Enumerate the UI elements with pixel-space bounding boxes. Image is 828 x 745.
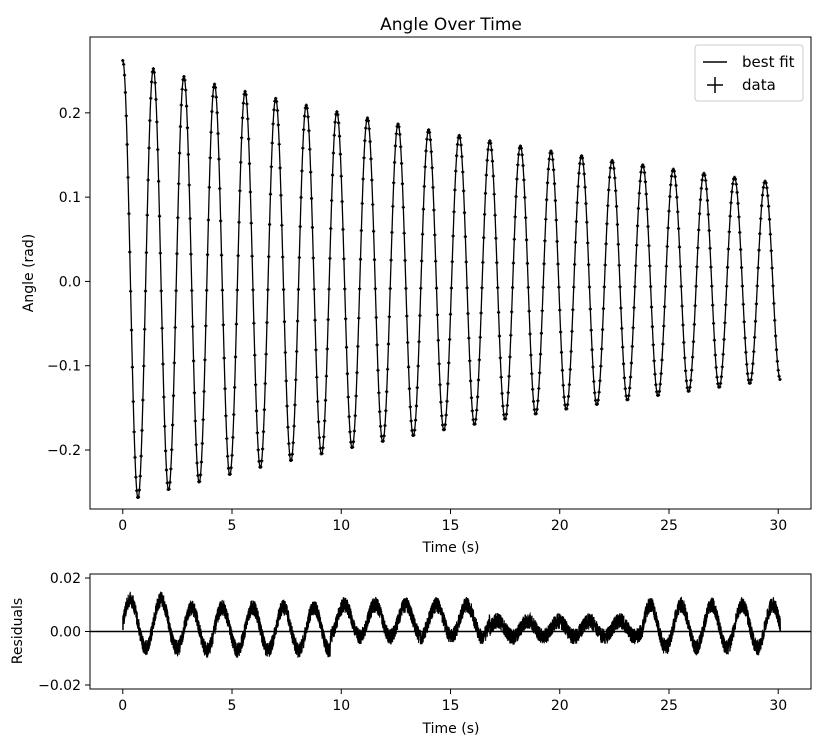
legend-best-fit-label: best fit (742, 53, 795, 71)
residual-data (122, 591, 781, 658)
main-y-tick-label-3: 0.1 (59, 190, 81, 206)
main-x-tick-label-4: 20 (551, 518, 569, 534)
residual-x-tick-label-3: 15 (442, 698, 460, 714)
residual-x-axis-label: Time (s) (422, 721, 480, 737)
main-y-tick-label-1: −0.1 (47, 359, 81, 375)
main-x-tick-label-1: 5 (228, 518, 237, 534)
main-y-tick-label-2: 0.0 (59, 274, 81, 290)
residual-y-axis-label: Residuals (10, 598, 26, 664)
main-x-tick-label-5: 25 (660, 518, 678, 534)
main-y-axis-label: Angle (rad) (21, 234, 37, 312)
main-x-tick-label-6: 30 (769, 518, 787, 534)
residual-x-ticks: 0 5 10 15 20 25 30 (118, 689, 787, 714)
residual-x-tick-label-4: 20 (551, 698, 569, 714)
main-y-tick-label-0: −0.2 (47, 443, 81, 459)
main-plot-frame (89, 36, 812, 510)
main-title: Angle Over Time (380, 15, 522, 35)
main-x-tick-label-2: 10 (332, 518, 350, 534)
residual-x-tick-label-6: 30 (769, 698, 787, 714)
main-x-ticks: 0 5 10 15 20 25 30 (118, 509, 787, 534)
main-y-tick-label-4: 0.2 (59, 106, 81, 122)
residual-x-tick-label-1: 5 (228, 698, 237, 714)
residual-x-tick-label-0: 0 (118, 698, 127, 714)
residual-y-tick-label-0: −0.02 (38, 678, 81, 694)
residual-y-ticks: −0.02 0.00 0.02 (38, 571, 90, 694)
residual-x-tick-label-2: 10 (332, 698, 350, 714)
main-plot: Angle Over Time 0 5 10 15 20 25 30 −0.2 −0.1 0.0… (21, 15, 812, 556)
main-x-tick-label-0: 0 (118, 518, 127, 534)
residual-y-tick-label-2: 0.02 (50, 571, 81, 587)
main-x-tick-label-3: 15 (442, 518, 460, 534)
legend-box (694, 44, 804, 102)
legend: best fit data (694, 44, 804, 102)
residual-y-tick-label-1: 0.00 (50, 625, 81, 641)
residual-x-tick-label-5: 25 (660, 698, 678, 714)
residual-plot: 0 5 10 15 20 25 30 −0.02 0.00 0.02 Time (s) Resi… (10, 571, 812, 737)
main-y-ticks: −0.2 −0.1 0.0 0.1 0.2 (47, 106, 90, 459)
best-fit-line (122, 60, 781, 499)
main-x-axis-label: Time (s) (422, 540, 480, 556)
legend-data-label: data (742, 76, 776, 94)
